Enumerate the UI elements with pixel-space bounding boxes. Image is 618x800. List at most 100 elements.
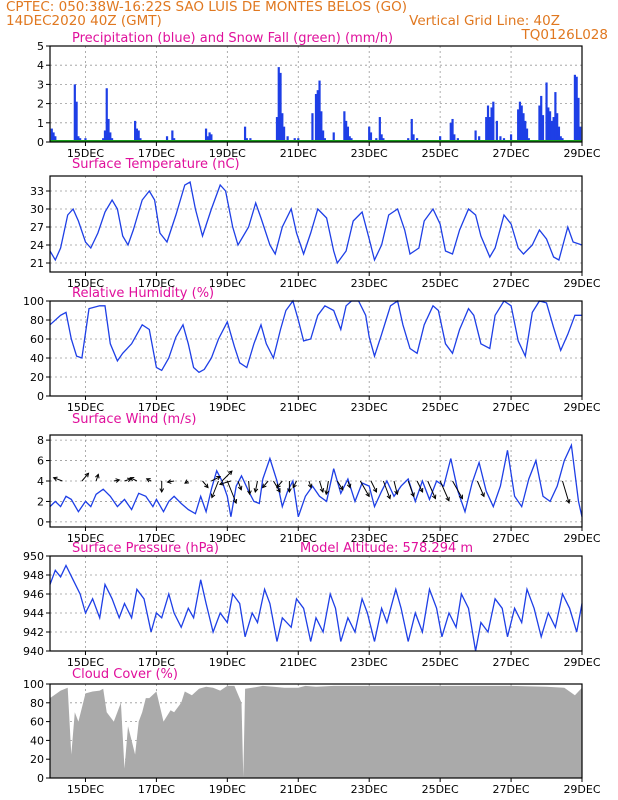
wind-vector — [427, 480, 436, 499]
wind-vector — [452, 480, 463, 499]
wind-vector — [336, 480, 344, 491]
wind-vector-head — [232, 498, 238, 504]
precip-bar — [75, 101, 78, 142]
precip-bar — [509, 134, 513, 142]
wind-vector-head — [84, 472, 90, 478]
precip-bar — [281, 113, 284, 142]
x-tick-label: 19DEC — [209, 532, 246, 545]
precip-bar — [171, 130, 174, 142]
precip-bar — [486, 105, 490, 142]
precip-bar — [550, 120, 553, 142]
series-line-temp — [49, 180, 583, 265]
precip-bar — [320, 111, 323, 142]
y-tick-label: 946 — [23, 588, 44, 601]
precip-bar — [204, 128, 208, 142]
y-tick-label: 33 — [30, 185, 44, 198]
y-tick-label: 21 — [30, 257, 44, 270]
y-tick-label: 4 — [37, 59, 44, 72]
y-tick-label: 30 — [30, 203, 44, 216]
y-tick-label: 60 — [30, 333, 44, 346]
wind-vector-head — [324, 490, 330, 496]
panel-wind: Surface Wind (m/s) 0 2 4 6 8 15DEC 17DEC 19DEC 21… — [37, 412, 601, 545]
precip-bar — [208, 132, 211, 142]
panel-frame — [49, 683, 583, 779]
x-tick-label: 29DEC — [563, 656, 600, 669]
precip-bar — [552, 117, 555, 142]
wind-vector — [130, 477, 138, 482]
x-tick-label: 23DEC — [351, 783, 388, 796]
y-tick-label: 2 — [37, 98, 44, 111]
wind-vector-head — [115, 478, 121, 483]
wind-vector — [262, 480, 269, 488]
wind-vector-head — [95, 473, 100, 479]
wind-vector-head — [218, 481, 224, 486]
wind-vector-head — [247, 490, 252, 496]
precip-bar — [345, 120, 348, 142]
precip-bar — [579, 126, 582, 142]
precip-bar — [346, 126, 350, 142]
wind-vector — [292, 480, 297, 488]
panel-cloud: Cloud Cover (%) 0 20 40 60 80 100 15DEC 17DEC 19D… — [23, 667, 601, 796]
x-tick-label: 17DEC — [138, 532, 175, 545]
precip-bar — [573, 74, 577, 142]
precip-bar — [321, 130, 325, 142]
y-tick-label: 100 — [23, 295, 44, 308]
y-tick-label: 950 — [23, 550, 44, 563]
y-tick-label: 948 — [23, 569, 44, 582]
panel-annotation-pres: Model Altitude: 578.294 m — [300, 541, 473, 556]
wind-vector-head — [276, 483, 281, 489]
x-tick-label: 17DEC — [138, 277, 175, 290]
wind-vector-head — [261, 483, 267, 489]
x-tick-label: 27DEC — [493, 147, 530, 160]
panel-title-precip: Precipitation (blue) and Snow Fall (gree… — [72, 31, 393, 46]
wind-vector — [308, 480, 312, 488]
y-tick-label: 20 — [30, 753, 44, 766]
x-tick-label: 15DEC — [67, 783, 104, 796]
x-tick-label: 27DEC — [493, 401, 530, 414]
y-tick-label: 40 — [30, 352, 44, 365]
y-tick-label: 27 — [30, 221, 44, 234]
precip-bar — [495, 120, 498, 142]
y-tick-label: 942 — [23, 626, 44, 639]
x-tick-label: 25DEC — [422, 532, 459, 545]
wind-vector-head — [431, 494, 437, 500]
panel-frame — [49, 45, 583, 143]
y-tick-label: 0 — [37, 136, 44, 149]
panel-rh: Relative Humidity (%) 0 20 40 60 80 100 15DEC 17… — [23, 286, 601, 414]
x-tick-label: 17DEC — [138, 783, 175, 796]
wind-vector — [407, 480, 415, 497]
precip-bar — [492, 101, 495, 142]
wind-vector — [226, 480, 237, 504]
precip-bar — [275, 117, 279, 142]
wind-vector-head — [394, 490, 399, 496]
wind-vector-head — [166, 479, 172, 484]
header-date: 14DEC2020 40Z (GMT) — [6, 13, 162, 29]
y-tick-label: 24 — [30, 239, 44, 252]
x-tick-label: 15DEC — [67, 147, 104, 160]
x-tick-label: 21DEC — [280, 532, 317, 545]
wind-vector-head — [307, 483, 313, 489]
wind-vector — [237, 480, 242, 490]
x-tick-label: 27DEC — [493, 656, 530, 669]
panel-title-pres: Surface Pressure (hPa) — [72, 541, 219, 556]
precip-bar — [380, 134, 383, 142]
precip-bar — [541, 115, 545, 142]
x-tick-label: 17DEC — [138, 401, 175, 414]
x-tick-label: 17DEC — [138, 147, 175, 160]
wind-vector — [81, 472, 89, 482]
series-line-rh — [49, 299, 582, 374]
precip-bar — [210, 134, 213, 142]
x-tick-label: 25DEC — [422, 656, 459, 669]
precip-bar — [137, 130, 140, 142]
wind-vector-head — [565, 498, 571, 504]
panel-precip: Precipitation (blue) and Snow Fall (gree… — [37, 31, 601, 160]
precip-bar — [490, 107, 493, 142]
wind-vector — [53, 477, 63, 482]
x-tick-label: 15DEC — [67, 401, 104, 414]
precip-bar — [525, 128, 529, 142]
wind-vector-head — [458, 494, 463, 500]
x-tick-label: 29DEC — [563, 401, 600, 414]
y-tick-label: 6 — [37, 455, 44, 468]
wind-vector-head — [204, 483, 209, 489]
y-tick-label: 3 — [37, 78, 44, 91]
